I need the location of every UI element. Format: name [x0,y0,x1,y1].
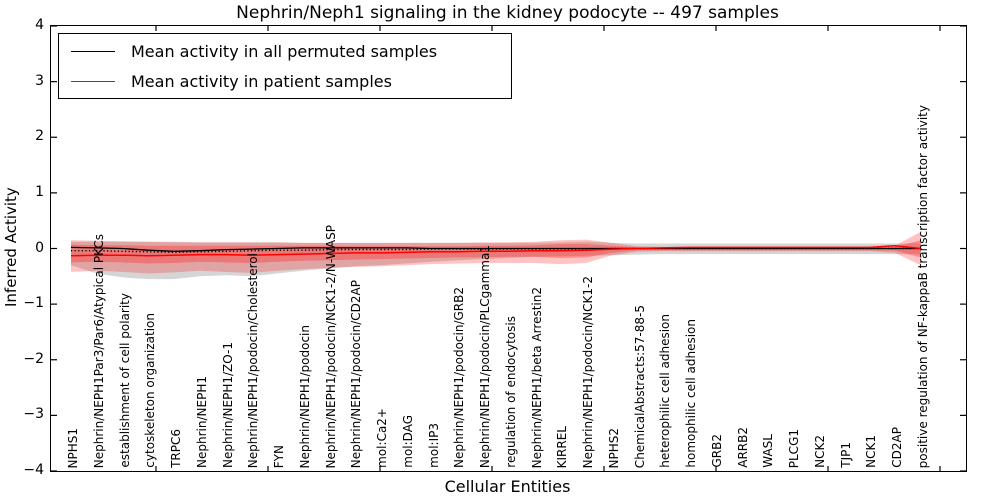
y-tick-label: −1 [23,295,44,312]
y-tick-label: −4 [23,462,44,478]
y-axis-tick-labels: 4 3 2 1 0 −1 −2 −3 −4 [0,0,46,500]
plot-area: NPHS1 Nephrin/NEPH1Par3/Par6/Atypical PKC… [50,25,967,472]
series-line [70,244,921,257]
chart-canvas [51,26,966,471]
legend-entry: Mean activity in patient samples [59,66,511,96]
y-tick-label: 3 [35,72,44,89]
patient-spread-band-outer [71,231,921,274]
legend-entry: Mean activity in all permuted samples [59,36,511,66]
y-tick-label: 2 [35,128,44,145]
x-axis-label: Cellular Entities [444,477,571,496]
y-tick-label: −3 [23,406,44,423]
legend-label: Mean activity in patient samples [131,71,392,91]
y-tick-label: 4 [35,17,44,33]
legend-line-sample [71,50,115,52]
chart-title: Nephrin/Neph1 signaling in the kidney po… [236,3,779,23]
legend-box: Mean activity in all permuted samples Mea… [58,33,512,99]
y-tick-label: 0 [35,239,44,256]
legend-line-sample [71,80,115,82]
series-line [71,247,921,254]
y-tick-label: −2 [23,350,44,367]
permuted-spread-band [71,241,921,280]
y-tick-label: 1 [35,183,44,200]
legend-label: Mean activity in all permuted samples [131,41,438,61]
